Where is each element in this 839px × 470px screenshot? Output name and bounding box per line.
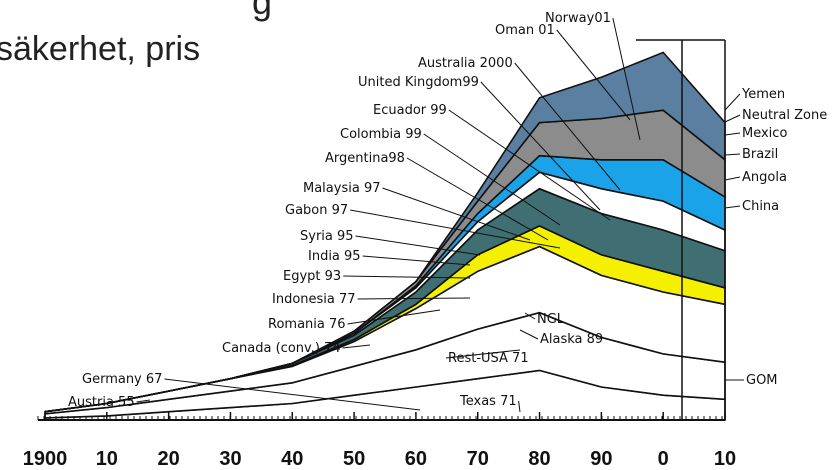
leader-line [724,93,741,111]
x-tick-label: 90 [590,448,612,470]
annotation: Syria 95 [300,229,354,244]
leader-line [724,114,741,123]
x-tick-label: 10 [96,448,118,470]
annotation: Indonesia 77 [272,292,356,307]
annotation: China [742,199,779,214]
annotation: Germany 67 [82,372,162,387]
x-tick-label: 60 [405,448,427,470]
leader-line [524,312,536,320]
leader-line [343,275,471,279]
annotation: Angola [742,170,787,185]
leader-line [347,309,441,325]
subtitle: säkerhet, pris [0,30,200,68]
annotation: Neutral Zone [742,108,827,123]
leader-line [612,17,641,141]
x-tick-label: 1900 [23,448,68,470]
leader-line [355,235,481,256]
x-tick-label: 0 [658,448,669,470]
x-tick-label: 30 [219,448,241,470]
leader-line [556,29,631,121]
annotation: Texas 71 [459,394,517,409]
leader-line [724,132,741,136]
leader-line [406,157,549,241]
annotation: India 95 [308,249,361,264]
x-tick-label: 50 [343,448,365,470]
leader-line [724,153,741,156]
leader-line [382,187,531,241]
annotation: GOM [746,373,778,388]
annotation: United Kingdom99 [358,75,479,90]
annotation: Argentina98 [325,151,405,166]
leader-line [519,329,539,340]
annotation: Mexico [742,126,787,141]
annotation: Norway01 [545,11,611,26]
annotation: Malaysia 97 [303,181,380,196]
annotation: Brazil [742,147,778,162]
annotation: Colombia 99 [340,127,422,142]
x-tick-label: 20 [158,448,180,470]
leader-line [342,344,371,349]
annotation: Gabon 97 [285,203,348,218]
annotation: Romania 76 [268,317,346,332]
leader-line [445,349,521,359]
leader-line [362,255,471,266]
x-tick-label: 70 [467,448,489,470]
annotation: Oman 01 [495,23,555,38]
leader-line [357,297,471,300]
annotation: Alaska 89 [540,332,603,347]
annotation: Australia 2000 [418,56,513,71]
leader-line [164,378,421,411]
leader-line [724,205,741,209]
annotation: Rest-USA 71 [448,351,529,366]
title-fragment: g [252,0,272,22]
x-tick-label: 40 [281,448,303,470]
leader-line [136,399,151,403]
annotation: Ecuador 99 [373,103,447,118]
annotation: Yemen [741,87,785,102]
leader-line [480,81,601,211]
annotation: NGL [537,312,565,327]
annotation: Canada (conv.) 74 [222,341,341,356]
leader-line [448,109,611,221]
leader-line [350,209,561,249]
annotation: Egypt 93 [283,269,341,284]
leader-line [423,133,561,226]
x-tick-label: 80 [528,448,550,470]
x-tick-label: 10 [714,448,736,470]
leader-line [724,176,741,181]
leader-line [514,62,621,191]
leader-line [518,400,521,413]
annotation: Austria 55 [68,395,135,410]
